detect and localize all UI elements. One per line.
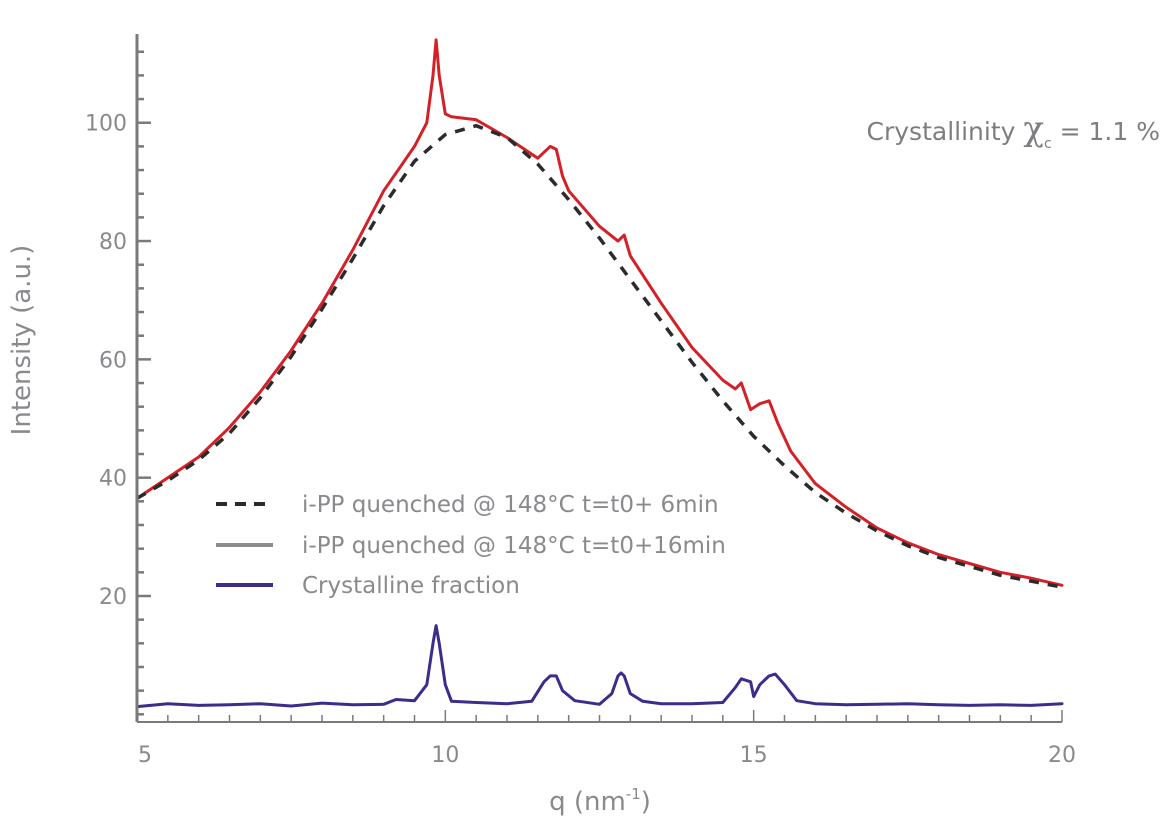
legend: i-PP quenched @ 148°C t=t0+ 6min i-PP que… (216, 492, 726, 599)
x-axis: 5 10 15 20 (136, 710, 1076, 768)
y-axis: 20 40 60 80 100 (85, 34, 151, 722)
series-line-2 (135, 624, 1064, 709)
series-line-1 (135, 38, 1064, 587)
x-tick-label: 20 (1048, 743, 1076, 768)
annotation-prefix: Crystallinity (867, 117, 1024, 146)
legend-label-2: Crystalline fraction (302, 573, 520, 599)
plot-area (135, 38, 1064, 709)
x-axis-title-end: ) (641, 787, 651, 817)
x-tick-label: 10 (431, 743, 459, 768)
x-axis-title: q (nm-1) (549, 785, 651, 817)
annotation-subscript: c (1044, 136, 1052, 152)
y-tick-label: 40 (99, 467, 127, 492)
y-tick-label: 60 (99, 348, 127, 373)
y-tick-label: 20 (99, 585, 127, 610)
series-line-0 (136, 123, 1063, 589)
x-axis-title-main: q (nm (549, 787, 626, 817)
y-tick-label: 80 (99, 230, 127, 255)
y-axis-title: Intensity (a.u.) (7, 245, 37, 436)
annotation-chi-symbol: χ (1023, 109, 1044, 149)
annotation-suffix: = 1.1 % (1052, 117, 1160, 146)
x-axis-title-superscript: -1 (626, 785, 641, 803)
legend-label-1: i-PP quenched @ 148°C t=t0+16min (302, 533, 726, 559)
x-tick-label: 5 (138, 743, 152, 768)
legend-label-0: i-PP quenched @ 148°C t=t0+ 6min (302, 492, 719, 518)
crystallinity-annotation: Crystallinity χc = 1.1 % (867, 109, 1160, 152)
y-tick-label: 100 (85, 112, 127, 137)
x-tick-label: 15 (740, 743, 768, 768)
